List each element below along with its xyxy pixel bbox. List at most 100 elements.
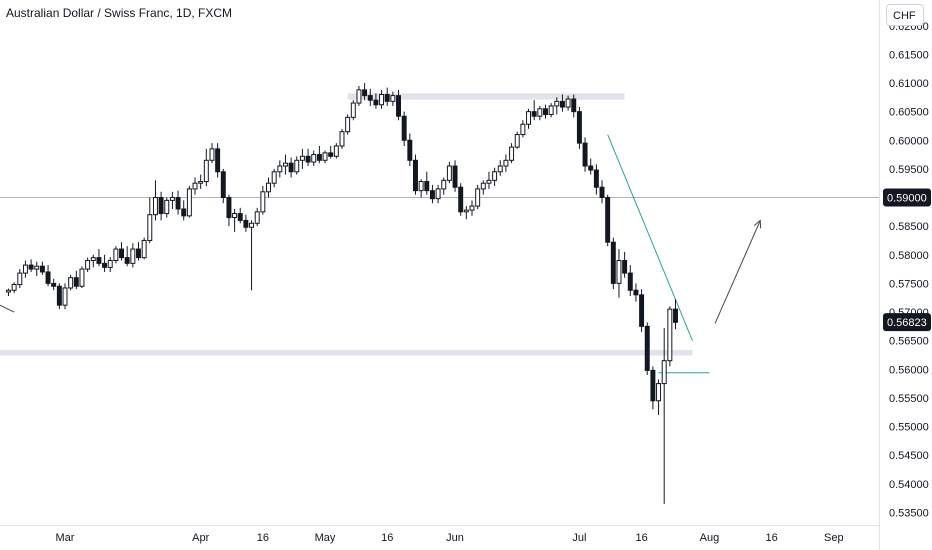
candle-body[interactable]	[537, 108, 543, 117]
candle-body[interactable]	[294, 159, 300, 173]
candle-body[interactable]	[582, 142, 588, 167]
candle-body[interactable]	[480, 182, 486, 190]
candle-body[interactable]	[243, 219, 249, 228]
candle-body[interactable]	[254, 211, 260, 224]
price-label-hline[interactable]	[883, 188, 931, 207]
candle-body[interactable]	[22, 264, 28, 274]
candle-body[interactable]	[226, 197, 232, 219]
candle-body[interactable]	[667, 308, 673, 362]
candle-body[interactable]	[322, 152, 328, 161]
candle-body[interactable]	[90, 257, 96, 261]
candle-body[interactable]	[147, 214, 153, 241]
candle-body[interactable]	[282, 162, 288, 167]
candle-body[interactable]	[232, 213, 238, 219]
candle-body[interactable]	[429, 190, 435, 200]
candle-body[interactable]	[345, 116, 351, 133]
candle-body[interactable]	[492, 171, 498, 181]
candle-body[interactable]	[673, 308, 678, 323]
candle-body[interactable]	[559, 100, 565, 108]
candle-body[interactable]	[158, 197, 164, 215]
candle-body[interactable]	[639, 294, 645, 327]
candle-body[interactable]	[299, 155, 305, 161]
candle-body[interactable]	[113, 248, 119, 261]
price-label-last[interactable]	[883, 313, 931, 332]
candle-body[interactable]	[446, 165, 452, 181]
candle-body[interactable]	[311, 154, 317, 163]
candle-body[interactable]	[271, 171, 277, 184]
candle-body[interactable]	[588, 165, 594, 171]
candle-body[interactable]	[412, 159, 418, 192]
candle-body[interactable]	[520, 123, 526, 136]
candle-body[interactable]	[390, 95, 396, 102]
candle-body[interactable]	[633, 289, 639, 296]
candle-body[interactable]	[186, 188, 192, 217]
candle-body[interactable]	[45, 271, 51, 284]
candle-body[interactable]	[124, 257, 130, 264]
candle-body[interactable]	[526, 111, 532, 125]
candle-body[interactable]	[73, 277, 79, 287]
candle-body[interactable]	[627, 272, 633, 291]
candle-body[interactable]	[418, 180, 424, 192]
candle-body[interactable]	[266, 182, 271, 193]
candle-body[interactable]	[435, 188, 441, 200]
candle-body[interactable]	[610, 241, 616, 284]
candle-body[interactable]	[424, 180, 430, 192]
candle-body[interactable]	[463, 209, 469, 213]
support-resistance-zone[interactable]	[347, 93, 625, 100]
candle-body[interactable]	[34, 265, 40, 270]
candle-body[interactable]	[497, 165, 503, 173]
candle-body[interactable]	[469, 205, 475, 211]
candle-body[interactable]	[396, 95, 401, 117]
candle-body[interactable]	[237, 213, 243, 221]
candle-body[interactable]	[192, 182, 198, 190]
candle-body[interactable]	[260, 191, 266, 213]
candle-body[interactable]	[85, 259, 91, 270]
candle-body[interactable]	[605, 197, 611, 243]
candle-body[interactable]	[616, 259, 622, 284]
candle-body[interactable]	[339, 131, 345, 147]
candle-body[interactable]	[249, 222, 255, 228]
candle-body[interactable]	[141, 239, 147, 259]
candle-body[interactable]	[6, 289, 11, 293]
candle-body[interactable]	[198, 180, 204, 184]
candle-body[interactable]	[152, 197, 158, 216]
candle-body[interactable]	[650, 369, 656, 402]
candle-body[interactable]	[305, 155, 311, 163]
candle-body[interactable]	[379, 93, 385, 106]
candle-body[interactable]	[164, 199, 170, 215]
candle-body[interactable]	[62, 287, 68, 306]
candle-body[interactable]	[384, 93, 390, 102]
candle-body[interactable]	[441, 179, 447, 190]
currency-button[interactable]: CHF	[886, 4, 924, 26]
candle-body[interactable]	[11, 284, 17, 291]
candle-body[interactable]	[401, 115, 407, 141]
candle-body[interactable]	[288, 162, 294, 173]
candle-body[interactable]	[220, 171, 226, 199]
candle-body[interactable]	[209, 148, 215, 161]
trendline[interactable]	[607, 134, 693, 341]
candle-body[interactable]	[350, 102, 356, 118]
projection-arrow[interactable]	[714, 220, 761, 324]
candle-body[interactable]	[554, 100, 560, 107]
candle-body[interactable]	[102, 262, 108, 268]
candle-body[interactable]	[119, 248, 125, 259]
candle-body[interactable]	[599, 186, 605, 199]
candle-body[interactable]	[407, 139, 413, 161]
candle-body[interactable]	[17, 272, 23, 286]
candle-body[interactable]	[56, 285, 62, 306]
candle-body[interactable]	[362, 89, 368, 97]
candle-body[interactable]	[107, 259, 113, 268]
candle-body[interactable]	[169, 197, 175, 201]
candle-body[interactable]	[356, 89, 362, 104]
candle-body[interactable]	[452, 165, 458, 188]
candle-body[interactable]	[316, 154, 322, 161]
candle-body[interactable]	[571, 98, 577, 113]
candle-body[interactable]	[136, 248, 141, 259]
candle-body[interactable]	[509, 146, 515, 161]
candle-body[interactable]	[39, 265, 45, 273]
candle-body[interactable]	[130, 248, 136, 264]
candle-body[interactable]	[531, 111, 537, 117]
candle-body[interactable]	[215, 148, 221, 173]
candle-body[interactable]	[175, 197, 181, 210]
candle-body[interactable]	[277, 165, 283, 173]
